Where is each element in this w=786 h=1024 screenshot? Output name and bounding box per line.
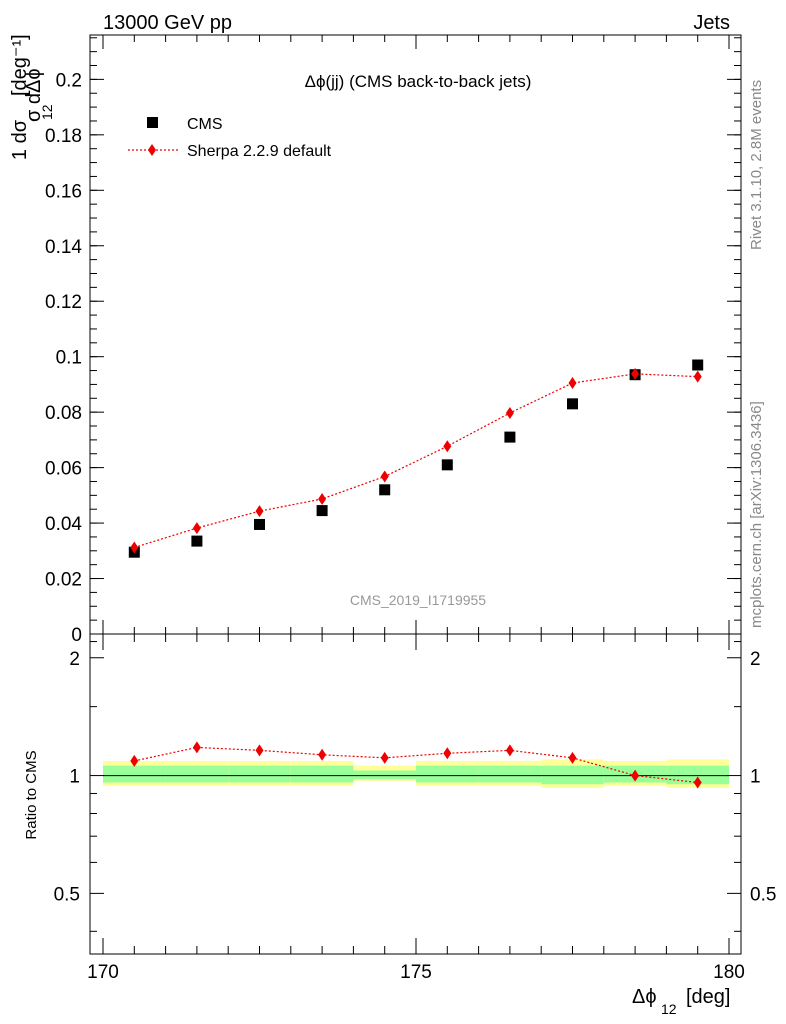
- main-y-ticks: 0 0.02 0.04 0.06 0.08 0.1 0.12 0.14 0.16 0.18 0.2: [45, 37, 741, 646]
- ratio-point-sherpa: [318, 748, 327, 761]
- uncertainty-band-inner: [353, 770, 416, 779]
- svg-text:σ dΔϕ: σ dΔϕ: [23, 68, 45, 122]
- main-y-axis-label: 1 dσ σ dΔϕ 12 [deg⁻¹]: [9, 34, 55, 160]
- ratio-point-sherpa: [255, 744, 264, 757]
- ratio-y-tick-label-right: 0.5: [750, 884, 776, 905]
- data-point-cms: [379, 484, 391, 496]
- svg-text:Δϕ: Δϕ: [632, 986, 657, 1008]
- data-point-sherpa: [192, 522, 201, 535]
- uncertainty-band-inner: [541, 765, 604, 785]
- ratio-point-sherpa: [505, 744, 514, 757]
- main-y-tick-label: 0.2: [56, 70, 82, 91]
- svg-text:[deg⁻¹]: [deg⁻¹]: [9, 34, 31, 96]
- data-point-cms: [692, 359, 704, 371]
- main-y-tick-label: 0.12: [45, 292, 82, 313]
- main-y-tick-label: 0.06: [45, 459, 82, 480]
- ratio-line-sherpa: [134, 746, 698, 784]
- x-tick-label: 170: [87, 962, 119, 983]
- mcplots-label: mcplots.cern.ch [arXiv:1306.3436]: [748, 401, 765, 628]
- main-panel: 00.020.040.060.080.10.120.140.160.180.2 …: [9, 34, 742, 646]
- legend-marker-cms: [147, 117, 158, 128]
- ratio-point-sherpa: [130, 754, 139, 767]
- ratio-y-label: Ratio to CMS: [23, 750, 40, 839]
- main-title: Δϕ(jj) (CMS back-to-back jets): [305, 72, 532, 91]
- ratio-point-sherpa: [192, 741, 201, 754]
- svg-text:12: 12: [661, 1001, 677, 1017]
- main-y-tick-label: 0: [71, 625, 82, 646]
- ratio-point-sherpa: [568, 751, 577, 764]
- data-point-sherpa: [631, 367, 640, 380]
- ratio-uncertainty-bands: [103, 759, 729, 788]
- uncertainty-band-inner: [103, 765, 166, 783]
- uncertainty-band-inner: [290, 765, 354, 783]
- legend-label-sherpa: Sherpa 2.2.9 default: [187, 143, 332, 160]
- ratio-y-ticks: 0.5 0.5 1 1 2 2: [54, 641, 776, 932]
- header-right: Jets: [693, 12, 730, 34]
- ratio-y-tick-label: 0.5: [54, 884, 80, 905]
- data-point-sherpa: [318, 492, 327, 505]
- uncertainty-band-inner: [165, 765, 229, 783]
- ratio-point-sherpa: [631, 769, 640, 782]
- series-line-sherpa: [134, 373, 698, 549]
- data-point-sherpa: [505, 406, 514, 419]
- legend-label-cms: CMS: [187, 116, 223, 133]
- data-point-cms: [316, 505, 328, 517]
- ratio-x-ticks: 170 175 180: [87, 634, 745, 983]
- data-point-cms: [504, 431, 516, 443]
- legend-marker-sherpa: [148, 144, 156, 156]
- uncertainty-band-inner: [478, 765, 542, 783]
- main-y-tick-label: 0.08: [45, 403, 82, 424]
- uncertainty-band-inner: [228, 765, 291, 783]
- data-point-sherpa: [693, 370, 702, 383]
- main-points: [128, 359, 704, 558]
- data-point-sherpa: [130, 541, 139, 554]
- svg-text:12: 12: [39, 104, 55, 120]
- main-series-lines: [134, 373, 698, 549]
- ratio-series-line: [134, 746, 698, 784]
- main-y-tick-label: 0.18: [45, 126, 82, 147]
- main-y-tick-label: 0.02: [45, 570, 82, 591]
- main-y-tick-label: 0.1: [56, 348, 82, 369]
- ratio-frame: [89, 633, 742, 955]
- ratio-point-sherpa: [693, 776, 702, 789]
- main-y-tick-label: 0.04: [45, 514, 82, 535]
- main-x-ticks: [102, 35, 730, 634]
- x-tick-label: 175: [400, 962, 432, 983]
- data-point-sherpa: [380, 470, 389, 483]
- x-axis-label: Δϕ 12 [deg]: [632, 986, 730, 1017]
- data-point-cms: [254, 518, 265, 530]
- ratio-y-tick-label-right: 1: [750, 767, 761, 788]
- legend: CMS Sherpa 2.2.9 default: [128, 116, 332, 160]
- uncertainty-band-inner: [666, 765, 729, 785]
- ratio-y-tick-label: 2: [69, 649, 80, 670]
- data-point-cms: [191, 535, 203, 547]
- rivet-label: Rivet 3.1.10, 2.8M events: [748, 80, 765, 250]
- svg-text:1 dσ: 1 dσ: [9, 119, 31, 160]
- ratio-point-sherpa: [380, 751, 389, 764]
- analysis-id: CMS_2019_I1719955: [350, 592, 486, 608]
- main-y-tick-label: 0.14: [45, 237, 82, 258]
- ratio-y-tick-label-right: 2: [750, 649, 761, 670]
- x-tick-label: 180: [713, 962, 745, 983]
- data-point-cms: [567, 398, 578, 410]
- ratio-point-sherpa: [443, 747, 452, 760]
- ratio-panel: 0.5 0.5 1 1 2 2 170 175 180 Ratio to CMS: [23, 633, 776, 983]
- data-point-cms: [441, 459, 453, 471]
- svg-text:[deg]: [deg]: [686, 986, 730, 1008]
- ratio-points: [130, 741, 702, 789]
- header-left: 13000 GeV pp: [103, 12, 232, 34]
- data-point-sherpa: [443, 440, 452, 453]
- data-point-sherpa: [568, 377, 577, 390]
- ratio-y-tick-label: 1: [69, 767, 80, 788]
- main-y-tick-label: 0.16: [45, 181, 82, 202]
- uncertainty-band-inner: [416, 765, 479, 783]
- data-point-sherpa: [255, 505, 264, 518]
